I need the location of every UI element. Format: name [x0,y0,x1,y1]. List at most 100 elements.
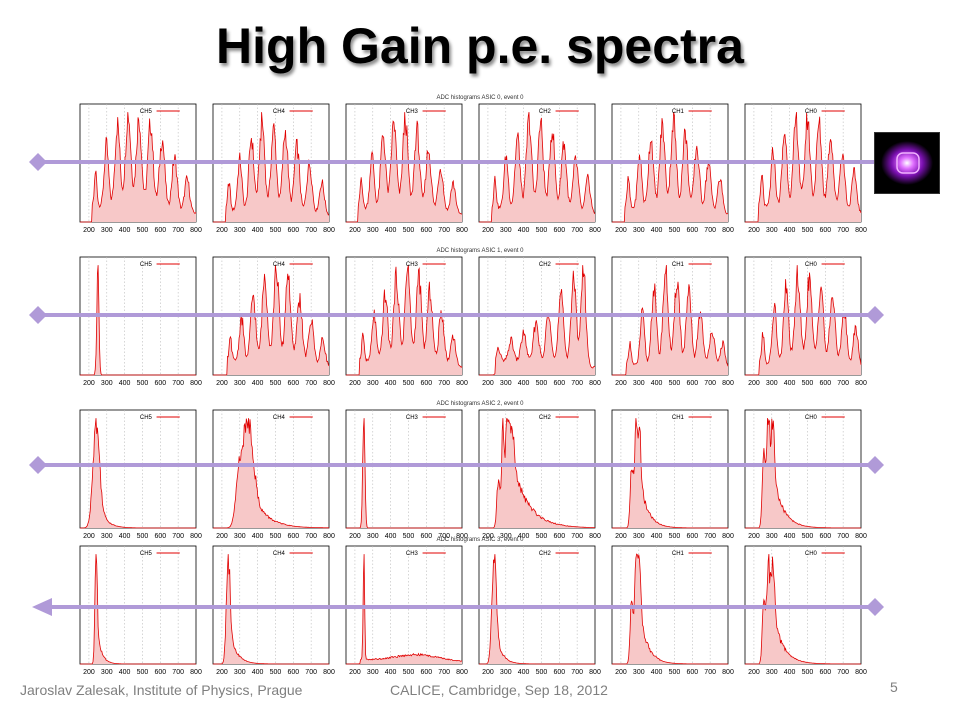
x-tick-label: 600 [287,227,299,234]
x-tick-label: 700 [172,669,184,676]
histogram-panel: 200 300 400 500 600 700 800 CH0 [744,256,867,387]
x-tick-label: 600 [154,380,166,387]
x-tick-label: 800 [855,227,867,234]
legend-label: CH5 [140,551,153,557]
arrow-head-left [32,598,52,616]
spectra-grid: ADC histograms ASIC 0, event 0 200 300 400 5… [29,95,884,676]
x-tick-label: 800 [589,380,601,387]
x-tick-label: 600 [287,533,299,540]
x-tick-label: 800 [722,669,734,676]
x-tick-label: 600 [154,669,166,676]
histogram-panel: 200 300 400 500 600 700 800 CH1 [611,256,734,387]
x-tick-label: 600 [819,227,831,234]
histogram-panel: 200 300 400 500 600 700 800 CH3 [345,256,468,387]
x-tick-label: 200 [748,669,760,676]
x-tick-label: 800 [722,533,734,540]
x-tick-label: 200 [615,669,627,676]
spectrum-fill [745,265,861,375]
x-tick-label: 700 [704,533,716,540]
x-tick-label: 200 [216,533,228,540]
x-tick-label: 500 [669,669,681,676]
x-tick-label: 400 [784,533,796,540]
x-tick-label: 800 [456,669,468,676]
x-tick-label: 300 [766,669,778,676]
x-tick-label: 500 [536,227,548,234]
spectrum-fill [612,418,728,528]
x-tick-label: 300 [101,227,113,234]
x-tick-label: 700 [837,380,849,387]
legend-label: CH4 [273,262,286,268]
histogram-panel: 200 300 400 500 600 700 800 CH4 [212,409,335,540]
spectrum-fill [213,418,329,528]
x-tick-label: 600 [420,669,432,676]
x-tick-label: 200 [482,669,494,676]
x-tick-label: 500 [137,227,149,234]
histogram-panel: 200 300 400 500 600 700 800 CH1 [611,103,734,234]
x-tick-label: 500 [802,533,814,540]
spectrum-line [745,265,862,376]
x-tick-label: 600 [686,669,698,676]
x-tick-label: 800 [190,380,202,387]
histogram-panel: 200 300 400 500 600 700 800 CH5 [79,103,202,234]
x-tick-label: 300 [234,227,246,234]
x-tick-label: 800 [323,533,335,540]
spectrum-fill [479,112,595,222]
spectrum-line [479,265,596,376]
x-tick-label: 300 [101,533,113,540]
x-tick-label: 200 [216,227,228,234]
x-tick-label: 600 [686,533,698,540]
plot-frame [212,409,330,529]
legend-label: CH0 [805,262,818,268]
x-tick-label: 600 [819,380,831,387]
x-tick-label: 200 [349,227,361,234]
histogram-panel: 200 300 400 500 600 700 800 CH5 [79,409,202,540]
x-tick-label: 400 [385,380,397,387]
x-tick-label: 700 [305,533,317,540]
arrow-start-diamond [29,456,47,474]
x-tick-label: 800 [855,669,867,676]
arrow-start-diamond [29,306,47,324]
legend-label: CH1 [672,415,685,421]
x-tick-label: 500 [802,227,814,234]
x-tick-label: 200 [83,380,95,387]
histogram-panel: 200 300 400 500 600 700 800 CH2 [478,545,601,676]
footer-author: Jaroslav Zalesak, Institute of Physics, … [20,682,303,698]
legend-label: CH2 [539,262,552,268]
x-tick-label: 600 [553,227,565,234]
x-tick-label: 800 [456,380,468,387]
x-tick-label: 700 [571,669,583,676]
x-tick-label: 600 [420,380,432,387]
x-tick-label: 500 [270,533,282,540]
x-tick-label: 400 [385,533,397,540]
legend-label: CH5 [140,109,153,115]
arrow-start-diamond [866,598,884,616]
x-tick-label: 600 [154,227,166,234]
x-tick-label: 200 [349,380,361,387]
x-tick-label: 700 [837,227,849,234]
row-title: ADC histograms ASIC 2, event 0 [436,401,524,407]
x-tick-label: 500 [536,533,548,540]
legend-label: CH4 [273,551,286,557]
x-tick-label: 500 [536,380,548,387]
x-tick-label: 800 [456,227,468,234]
x-tick-label: 700 [305,669,317,676]
x-tick-label: 300 [367,669,379,676]
legend-label: CH4 [273,109,286,115]
x-tick-label: 200 [216,669,228,676]
spectrum-fill [479,418,595,528]
spectrum-fill [80,418,196,528]
row-title: ADC histograms ASIC 1, event 0 [436,248,524,254]
histogram-panel: 200 300 400 500 600 700 800 CH0 [744,545,867,676]
x-tick-label: 600 [553,669,565,676]
x-tick-label: 500 [403,380,415,387]
x-tick-label: 700 [438,533,450,540]
spectrum-fill [745,418,861,528]
spectrum-line [213,418,329,529]
histogram-panel: 200 300 400 500 600 700 800 CH2 [478,409,601,540]
x-tick-label: 600 [686,380,698,387]
x-tick-label: 700 [704,380,716,387]
x-tick-label: 400 [119,380,131,387]
spectrum-line [213,265,330,376]
legend-label: CH3 [406,109,419,115]
x-tick-label: 300 [367,380,379,387]
